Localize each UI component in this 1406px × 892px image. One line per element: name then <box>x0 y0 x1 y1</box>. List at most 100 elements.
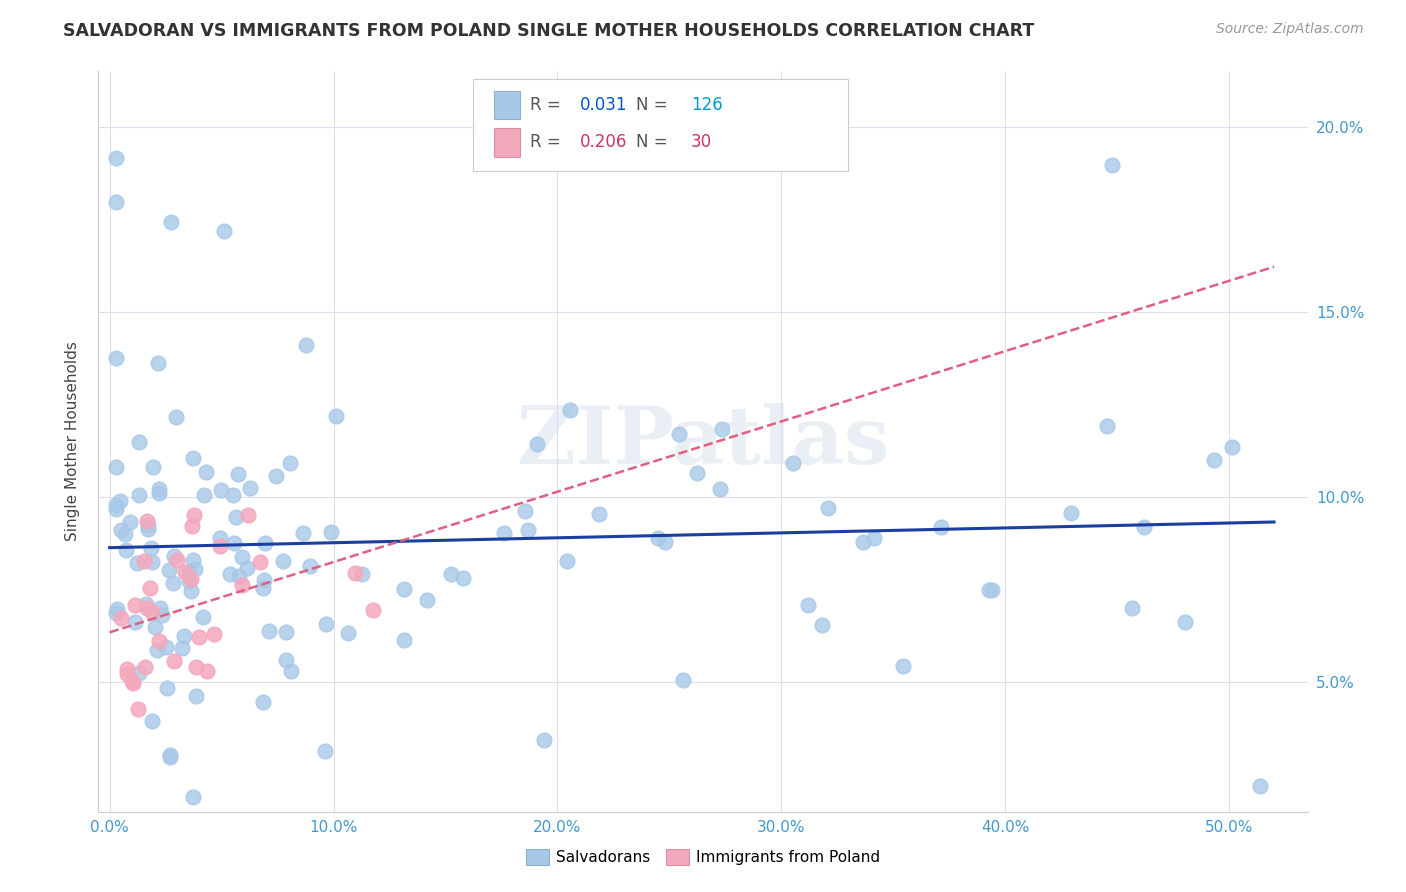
Text: R =: R = <box>530 134 567 152</box>
Point <box>135 597 157 611</box>
Point <box>195 664 218 678</box>
Point <box>114 526 136 541</box>
Point <box>188 630 211 644</box>
Point <box>163 654 186 668</box>
Point <box>439 567 461 582</box>
Point <box>156 681 179 695</box>
Point <box>264 469 287 483</box>
Text: SALVADORAN VS IMMIGRANTS FROM POLAND SINGLE MOTHER HOUSEHOLDS CORRELATION CHART: SALVADORAN VS IMMIGRANTS FROM POLAND SIN… <box>63 22 1035 40</box>
Point <box>314 744 336 758</box>
Point <box>159 749 181 764</box>
Point <box>105 194 128 209</box>
Point <box>105 351 128 366</box>
Text: N =: N = <box>637 134 673 152</box>
Point <box>710 422 733 436</box>
Point <box>135 514 157 528</box>
Point <box>128 488 150 502</box>
Point <box>110 611 132 625</box>
Point <box>110 523 132 537</box>
Point <box>157 563 180 577</box>
Point <box>127 556 149 570</box>
Point <box>165 409 187 424</box>
Point <box>209 531 232 545</box>
Text: ZIPatlas: ZIPatlas <box>517 402 889 481</box>
Point <box>929 520 952 534</box>
Point <box>257 624 280 639</box>
Point <box>817 501 839 516</box>
Point <box>146 643 169 657</box>
Point <box>709 482 731 496</box>
Point <box>105 602 128 616</box>
Point <box>194 465 217 479</box>
Text: 0.206: 0.206 <box>579 134 627 152</box>
Point <box>135 601 157 615</box>
Point <box>1133 519 1156 533</box>
Point <box>249 555 271 569</box>
Point <box>181 553 204 567</box>
Point <box>253 573 276 587</box>
Point <box>183 508 205 523</box>
Point <box>143 620 166 634</box>
Point <box>202 627 225 641</box>
Point <box>668 427 690 442</box>
Point <box>114 543 136 558</box>
Point <box>121 674 143 689</box>
Point <box>209 483 232 498</box>
Point <box>141 605 163 619</box>
Point <box>394 632 416 647</box>
Point <box>557 554 579 568</box>
Point <box>1095 418 1118 433</box>
Point <box>163 549 186 563</box>
Point <box>515 504 537 518</box>
Point <box>173 565 195 579</box>
Point <box>337 626 360 640</box>
Point <box>319 525 342 540</box>
Point <box>128 435 150 450</box>
Point <box>1060 507 1083 521</box>
Point <box>852 535 875 549</box>
Point <box>451 571 474 585</box>
Point <box>252 582 274 596</box>
Point <box>392 582 415 597</box>
Text: 30: 30 <box>690 134 711 152</box>
Point <box>238 482 260 496</box>
Point <box>162 576 184 591</box>
Point <box>292 526 315 541</box>
Point <box>1202 453 1225 467</box>
Point <box>560 402 582 417</box>
Point <box>150 607 173 622</box>
Point <box>184 689 207 703</box>
Point <box>231 549 253 564</box>
Point <box>105 460 128 475</box>
Point <box>120 515 142 529</box>
Point <box>517 523 540 537</box>
Point <box>141 555 163 569</box>
Point <box>149 601 172 615</box>
Point <box>115 662 138 676</box>
Point <box>108 493 131 508</box>
Point <box>526 437 548 451</box>
Point <box>124 598 146 612</box>
Point <box>184 562 207 576</box>
Bar <box>494 91 520 120</box>
Point <box>155 640 177 654</box>
Legend: Salvadorans, Immigrants from Poland: Salvadorans, Immigrants from Poland <box>519 843 887 871</box>
Point <box>315 616 337 631</box>
Point <box>115 667 138 681</box>
Point <box>136 523 159 537</box>
Point <box>208 539 231 553</box>
Point <box>105 498 128 512</box>
Point <box>179 566 201 580</box>
Text: R =: R = <box>530 96 567 114</box>
Point <box>141 714 163 728</box>
Point <box>278 456 301 470</box>
Point <box>361 603 384 617</box>
Point <box>225 510 247 524</box>
Point <box>148 486 170 500</box>
Point <box>127 702 149 716</box>
Point <box>180 519 202 533</box>
Point <box>180 584 202 599</box>
Point <box>214 224 236 238</box>
Point <box>343 566 366 581</box>
Point <box>295 338 318 352</box>
